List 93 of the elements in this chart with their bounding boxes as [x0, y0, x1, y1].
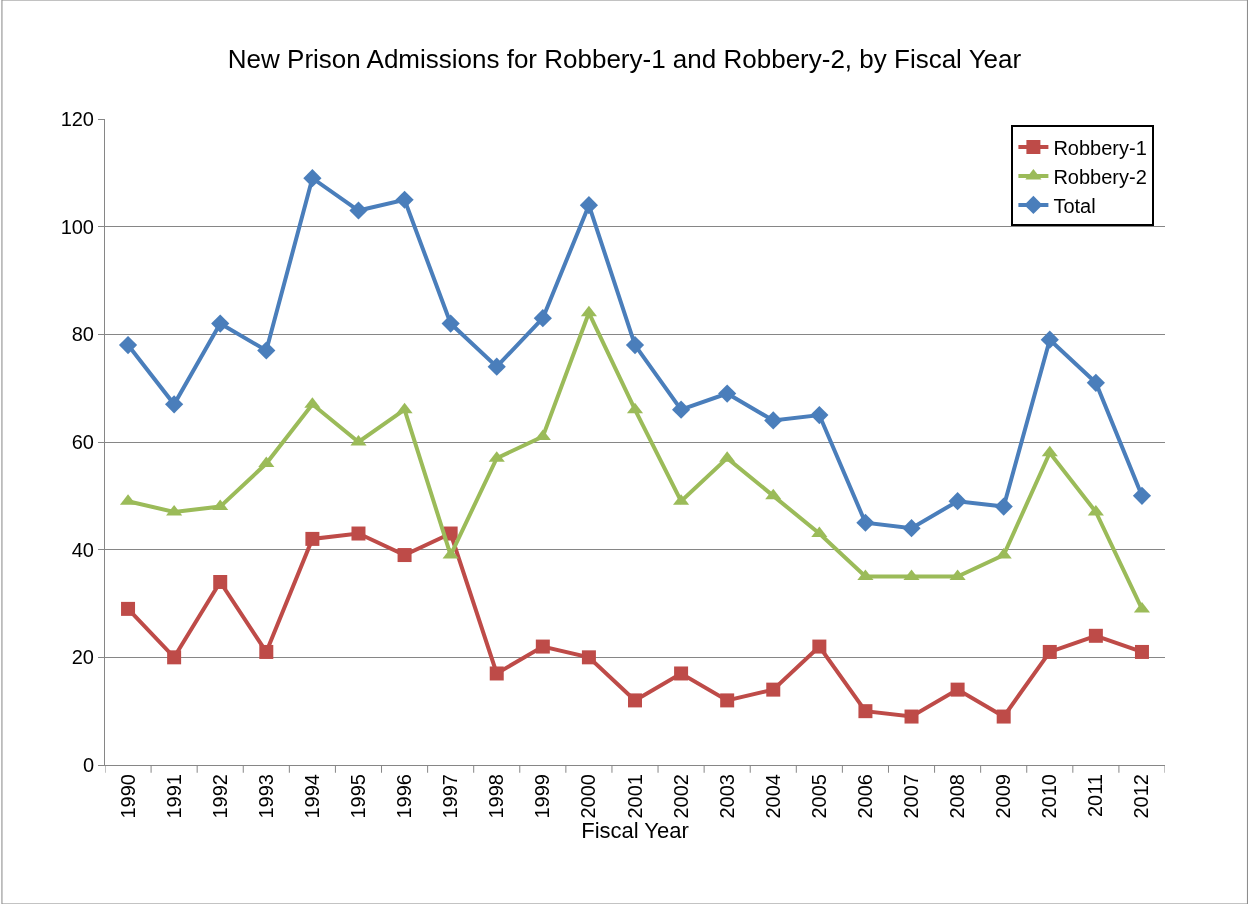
y-tick-label: 100: [60, 215, 94, 238]
point: [121, 601, 136, 616]
point: [904, 709, 919, 724]
y-tick-label: 40: [71, 538, 94, 561]
x-tick-label: 1996: [393, 774, 416, 819]
y-tick-label: 80: [71, 323, 94, 346]
x-tick-label: 2001: [623, 774, 646, 819]
x-axis-title: Fiscal Year: [581, 818, 689, 844]
point: [258, 456, 275, 468]
x-tick-label: 1998: [485, 774, 508, 819]
point: [579, 196, 599, 215]
point: [489, 666, 504, 681]
x-tick-label: 2012: [1130, 774, 1153, 819]
point: [397, 548, 412, 563]
point: [166, 504, 183, 516]
point: [720, 693, 735, 708]
point: [534, 429, 551, 441]
point: [811, 526, 828, 538]
x-tick-label: 1997: [439, 774, 462, 819]
x-tick-label: 2011: [1084, 774, 1107, 818]
point: [533, 309, 552, 328]
point: [441, 314, 460, 333]
point: [671, 400, 691, 419]
x-tick-label: 1994: [300, 774, 323, 819]
point: [349, 201, 368, 220]
y-tick-label: 20: [71, 646, 94, 669]
point: [1041, 445, 1058, 457]
point: [1088, 628, 1103, 643]
point: [580, 305, 597, 317]
x-tick-label: 2008: [946, 774, 969, 819]
point: [625, 336, 645, 355]
point: [996, 709, 1011, 724]
point: [857, 569, 874, 581]
point: [994, 497, 1013, 516]
point: [395, 190, 414, 209]
x-tick-label: 2006: [853, 774, 876, 819]
y-tick-label: 120: [60, 108, 94, 130]
point: [535, 639, 550, 654]
x-tick-label: 2002: [669, 774, 692, 819]
point: [1134, 644, 1149, 659]
x-tick-label: 2009: [992, 774, 1015, 819]
point: [1040, 330, 1059, 349]
point: [118, 336, 138, 355]
x-tick-label: 1991: [162, 774, 185, 819]
point: [213, 574, 228, 589]
point: [812, 639, 827, 654]
x-tick-label: 1990: [116, 774, 139, 819]
point: [718, 384, 737, 403]
point: [1132, 486, 1152, 505]
x-tick-label: 1993: [254, 774, 277, 819]
point: [902, 519, 921, 538]
x-tick-label: 1992: [208, 774, 231, 819]
point: [165, 395, 184, 414]
point: [674, 666, 689, 681]
point: [581, 650, 596, 665]
chart-title: New Prison Admissions for Robbery-1 and Robbery-2, by Fiscal Year: [227, 43, 1022, 74]
point: [810, 405, 829, 425]
x-tick-label: 2010: [1038, 774, 1061, 819]
point: [856, 513, 875, 532]
point: [487, 357, 506, 376]
x-tick-label: 2007: [900, 774, 923, 819]
point: [858, 704, 873, 719]
x-tick-label: 2000: [577, 774, 600, 819]
y-tick-label: 0: [82, 754, 94, 776]
point: [396, 402, 413, 414]
point: [351, 526, 366, 541]
point: [764, 411, 783, 430]
point: [212, 499, 229, 511]
point: [259, 644, 274, 659]
point: [950, 682, 965, 697]
x-tick-label: 1999: [531, 774, 554, 819]
point: [1087, 504, 1104, 516]
point: [257, 341, 276, 360]
point: [766, 682, 781, 697]
point: [765, 488, 782, 500]
point: [303, 169, 322, 188]
legend-label: Robbery-1: [1053, 136, 1147, 159]
point: [628, 693, 642, 708]
point: [211, 314, 230, 333]
point: [1086, 373, 1105, 392]
x-tick-label: 2005: [807, 774, 830, 819]
x-tick-label: 2003: [715, 774, 738, 819]
point: [1042, 644, 1057, 659]
y-tick-label: 60: [71, 431, 94, 453]
point: [949, 569, 966, 581]
x-tick-label: 1995: [346, 774, 369, 819]
legend-label: Robbery-2: [1053, 165, 1147, 188]
legend-label: Total: [1053, 194, 1096, 217]
point: [903, 569, 920, 581]
point: [305, 531, 320, 546]
point: [948, 492, 967, 511]
point: [167, 650, 182, 665]
x-tick-label: 2004: [761, 774, 784, 819]
